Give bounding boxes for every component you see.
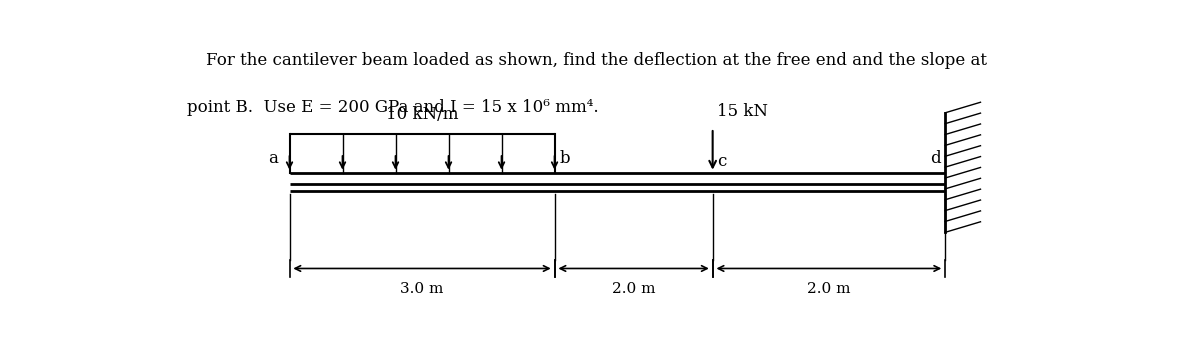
Text: 2.0 m: 2.0 m xyxy=(612,282,655,296)
Text: 10 kN/m: 10 kN/m xyxy=(385,105,458,122)
Text: a: a xyxy=(269,150,278,167)
Text: b: b xyxy=(559,150,570,167)
Text: 2.0 m: 2.0 m xyxy=(808,282,851,296)
Text: 15 kN: 15 kN xyxy=(718,103,768,120)
Text: 3.0 m: 3.0 m xyxy=(401,282,444,296)
Text: c: c xyxy=(718,153,727,170)
Text: d: d xyxy=(930,150,941,167)
Text: point B.  Use E = 200 GPa and I = 15 x 10⁶ mm⁴.: point B. Use E = 200 GPa and I = 15 x 10… xyxy=(187,99,599,116)
Text: For the cantilever beam loaded as shown, find the deflection at the free end and: For the cantilever beam loaded as shown,… xyxy=(206,52,986,69)
